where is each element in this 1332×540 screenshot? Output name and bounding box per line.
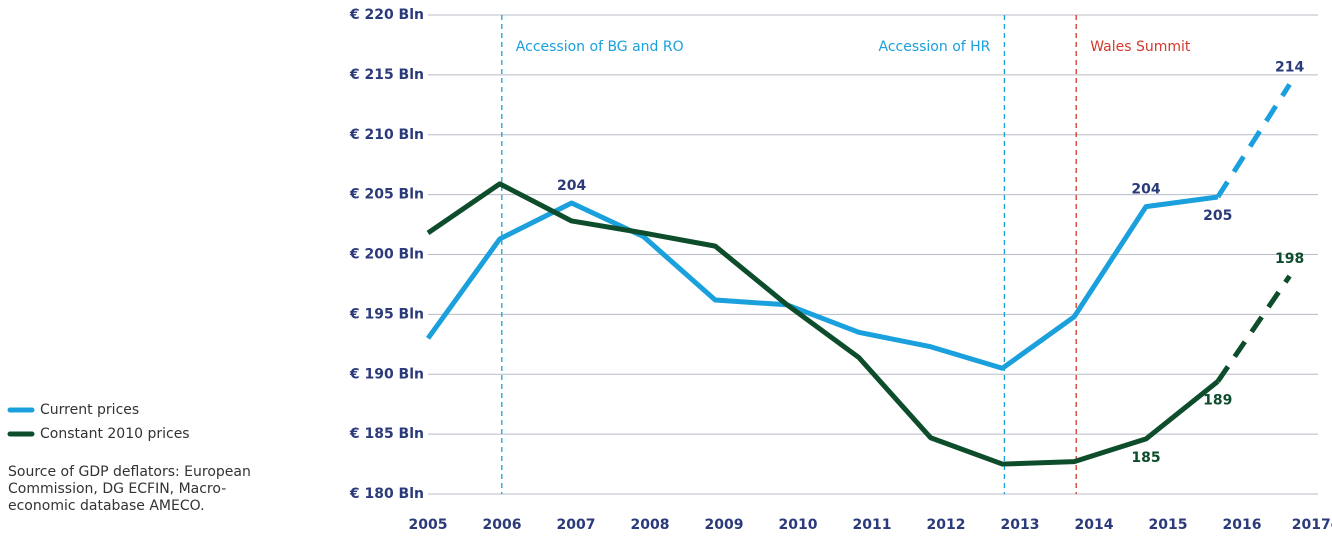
x-tick-label: 2015 bbox=[1149, 517, 1188, 533]
x-tick-label: 2014 bbox=[1075, 517, 1114, 533]
x-tick-label: 2006 bbox=[483, 517, 522, 533]
x-tick-label: 2007 bbox=[557, 517, 596, 533]
source-note: Source of GDP deflators: European Commis… bbox=[8, 464, 251, 514]
x-tick-label: 2005 bbox=[409, 517, 448, 533]
x-tick-label: 2017e bbox=[1292, 517, 1332, 533]
data-label: 198 bbox=[1275, 251, 1304, 267]
y-tick-label: € 180 Bln bbox=[349, 486, 424, 502]
data-label: 185 bbox=[1131, 450, 1160, 466]
x-tick-label: 2011 bbox=[853, 517, 892, 533]
annotation-text: Accession of HR bbox=[878, 39, 990, 55]
estimate-line bbox=[1215, 83, 1292, 199]
data-label: 214 bbox=[1275, 59, 1304, 75]
x-tick-label: 2010 bbox=[779, 517, 818, 533]
x-tick-label: 2016 bbox=[1223, 517, 1262, 533]
y-tick-label: € 210 Bln bbox=[349, 127, 424, 143]
x-tick-label: 2012 bbox=[927, 517, 966, 533]
legend-label: Constant 2010 prices bbox=[40, 426, 190, 442]
x-tick-label: 2009 bbox=[705, 517, 744, 533]
data-label: 205 bbox=[1203, 208, 1232, 224]
data-label: 204 bbox=[1131, 182, 1160, 198]
x-tick-label: 2008 bbox=[631, 517, 670, 533]
x-tick-label: 2013 bbox=[1001, 517, 1040, 533]
y-tick-label: € 195 Bln bbox=[349, 306, 424, 322]
data-label: 204 bbox=[557, 178, 586, 194]
annotation-text: Accession of BG and RO bbox=[516, 39, 684, 55]
legend-label: Current prices bbox=[40, 402, 139, 418]
y-tick-label: € 215 Bln bbox=[349, 67, 424, 83]
series-line bbox=[425, 194, 1219, 371]
y-tick-label: € 185 Bln bbox=[349, 426, 424, 442]
y-tick-label: € 200 Bln bbox=[349, 247, 424, 263]
y-tick-label: € 220 Bln bbox=[349, 7, 424, 23]
estimate-line bbox=[1215, 274, 1292, 383]
annotation-text: Wales Summit bbox=[1090, 39, 1191, 55]
series-line bbox=[426, 181, 1220, 467]
y-tick-label: € 205 Bln bbox=[349, 187, 424, 203]
y-tick-label: € 190 Bln bbox=[349, 366, 424, 382]
data-label: 189 bbox=[1203, 392, 1232, 408]
